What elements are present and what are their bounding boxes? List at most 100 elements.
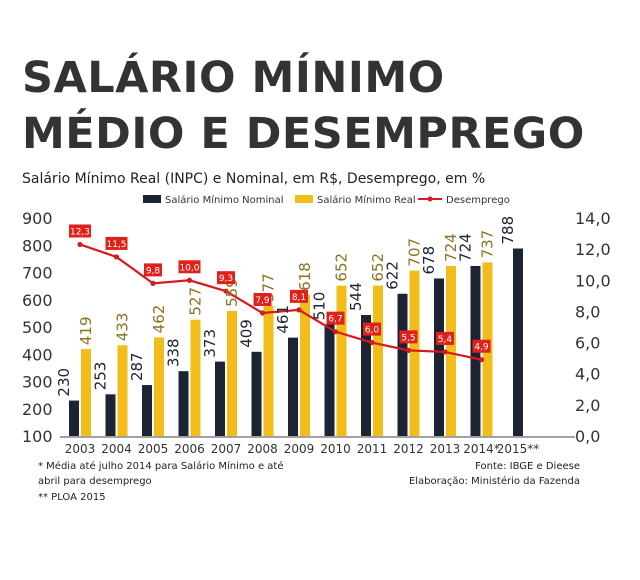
desemprego-point [77,241,83,248]
label-real: 707 [406,238,424,267]
x-tick-label: 2008 [247,442,278,456]
footnote-2: ** PLOA 2015 [38,492,106,503]
x-tick-label: 2004 [101,442,132,456]
bar-nominal [69,400,79,436]
bar-nominal [397,293,408,436]
y-right-tick-label: 14,0 [575,209,611,228]
bar-real [300,294,310,436]
x-tick-label: 2007 [211,442,242,456]
title-line-2: MÉDIO E DESEMPREGO [22,109,585,159]
x-tick-label: 2012 [393,442,424,456]
desemprego-label-box [69,224,91,238]
footnote-1-line-2: abril para desemprego [38,476,152,487]
y-left-tick-label: 900 [22,209,53,228]
chart-subtitle: Salário Mínimo Real (INPC) e Nominal, em… [22,171,486,187]
desemprego-point [259,310,266,316]
label-nominal: 287 [128,352,146,381]
desemprego-label: 5,4 [438,335,453,345]
bar-real [336,285,347,436]
desemprego-point [296,307,302,313]
y-right-tick-label: 0,0 [575,427,600,446]
data-labels: 2304192534332874623385273735594095774616… [55,216,517,397]
desemprego-point [150,280,156,286]
desemprego-label: 9,8 [146,266,161,276]
legend-marker-desemprego [427,196,433,202]
y-left-tick-label: 300 [22,373,53,392]
legend-label-real: Salário Mínimo Real [317,194,416,206]
desemprego-point [186,277,193,283]
label-real: 527 [187,287,205,316]
y-left-tick-label: 400 [22,345,53,364]
y-left-tick-label: 100 [22,427,53,446]
desemprego-label-box [253,292,272,306]
x-tick-label: 2010 [320,442,351,456]
label-nominal: 622 [384,261,402,290]
source-text: Fonte: IBGE e Dieese [475,461,580,472]
bar-nominal [324,324,335,436]
y-right-tick-label: 6,0 [575,334,600,353]
y-left-tick-label: 700 [22,264,53,283]
desemprego-label: 12,3 [70,227,90,237]
source-note: Fonte: IBGE e Dieese Elaboração: Ministé… [0,459,580,489]
bar-real [409,270,420,436]
y-left-tick-label: 500 [22,318,53,337]
label-real: 462 [150,305,168,334]
bar-nominal [105,394,116,436]
desemprego-point [442,349,448,355]
legend-label-desemprego: Desemprego [446,195,510,206]
label-nominal: 544 [347,282,365,311]
desemprego-point [332,329,339,335]
label-real: 559 [223,278,241,307]
y-right-tick-label: 4,0 [575,365,600,384]
desemprego-series-line [79,243,482,361]
label-real: 419 [77,316,95,345]
bar-real [117,345,128,436]
unemployment-line [77,241,485,363]
desemprego-label: 10,0 [179,263,199,273]
footnote-1-line-1: * Média até julho 2014 para Salário Míni… [38,461,284,472]
desemprego-label-box [105,236,128,250]
bar-real [446,265,456,436]
elaboration-text: Elaboração: Ministério da Fazenda [408,476,580,487]
x-tick-label: 2003 [65,442,96,456]
bar-real [227,310,237,436]
y-right-tick-label: 2,0 [575,396,600,415]
label-real: 652 [333,253,351,282]
desemprego-label-box [472,339,491,353]
desemprego-point [223,288,229,294]
desemprego-point [405,347,412,353]
desemprego-label: 5,5 [401,333,415,343]
label-nominal: 678 [420,246,438,275]
y-left-tick-label: 600 [22,291,53,310]
desemprego-label-box [326,311,345,325]
chart-title: SALÁRIO MÍNIMO MÉDIO E DESEMPREGO [22,50,585,162]
desemprego-label: 11,5 [106,240,126,250]
axes: 100 200 300 400 500 600 700 800 900 0,0 2,0 4,0 6,0 8… [22,209,611,456]
y-left-tick-label: 800 [22,236,53,255]
desemprego-label-box [144,263,162,277]
y-right-tick-label: 8,0 [575,302,600,321]
bar-nominal [288,337,298,436]
desemprego-label: 4,9 [474,343,489,353]
desemprego-label-box [290,289,308,303]
bar-nominal [142,385,152,436]
x-tick-label: 2011 [357,442,388,456]
label-nominal: 409 [238,319,256,348]
legend-label-nominal: Salário Mínimo Nominal [165,194,284,206]
bar-nominal [513,248,523,436]
label-nominal: 510 [311,292,329,321]
footnote-1: * Média até julho 2014 para Salário Míni… [38,459,283,489]
y-right-tick-label: 10,0 [575,271,611,290]
label-real: 724 [442,233,460,262]
bar-real [190,319,201,436]
bar-nominal [361,315,371,436]
desemprego-label-box [217,271,235,285]
label-nominal: 338 [165,339,183,368]
desemprego-point [478,357,485,363]
x-tick-label: 2014* [463,442,500,456]
bar-nominal [215,361,225,436]
bar-real [81,349,91,436]
label-nominal: 461 [274,305,292,334]
label-nominal: 788 [499,216,517,245]
